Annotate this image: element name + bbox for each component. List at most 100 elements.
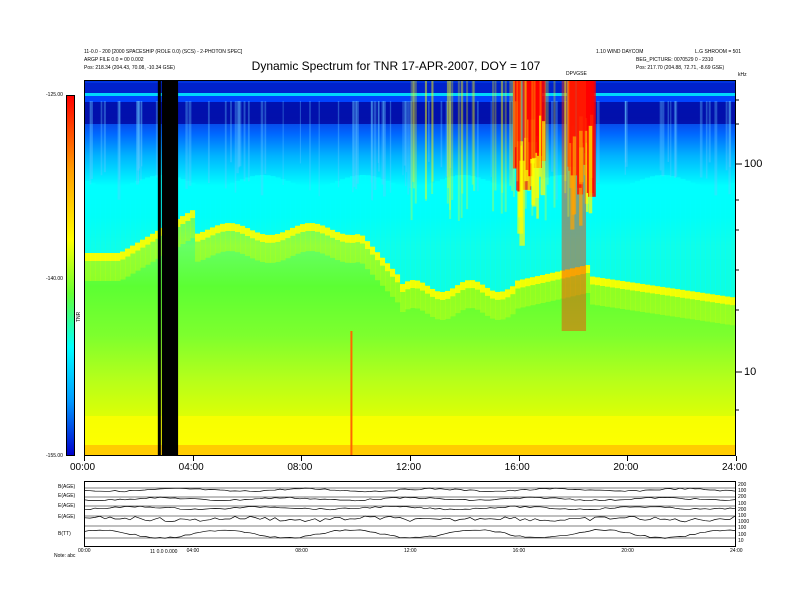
band-fade-col <box>600 286 606 307</box>
streak <box>373 101 377 190</box>
band-edge-col <box>460 282 466 291</box>
x-tick-mark-3 <box>410 456 411 461</box>
streak <box>138 101 141 169</box>
cyan-band-col <box>260 175 266 235</box>
burst-column <box>561 81 587 331</box>
streak <box>136 101 140 171</box>
sparkle <box>412 81 415 189</box>
cyan-band-col <box>300 185 306 225</box>
cyan-band-col <box>690 182 696 292</box>
cyan-band-col <box>220 185 226 224</box>
band-fade-col <box>115 261 121 281</box>
sparkle <box>449 81 452 219</box>
streak <box>509 101 511 170</box>
band-edge-col <box>465 280 471 289</box>
streak <box>260 101 264 196</box>
cyan-band-col <box>365 175 371 242</box>
band-edge-col <box>180 216 186 225</box>
footer-left: Note: abc <box>54 553 76 559</box>
band-edge-col <box>110 253 116 261</box>
cyan-band-col <box>580 178 586 267</box>
cyan-band-col <box>540 179 546 275</box>
cyan-band-col <box>595 184 601 278</box>
cyan-band-col <box>440 179 446 292</box>
burst-yellow <box>579 130 583 185</box>
cyan-band-col <box>730 183 735 298</box>
top-stripe-1 <box>85 83 735 93</box>
cyan-band-col <box>460 175 466 283</box>
band-fade-col <box>480 292 486 313</box>
band-edge-col <box>200 231 206 240</box>
streak <box>352 101 354 193</box>
band-fade-col <box>635 291 641 312</box>
streak <box>674 101 678 177</box>
cyan-band-col <box>615 186 621 281</box>
band-fade-col <box>340 241 346 262</box>
streak <box>564 101 566 200</box>
band-edge-col <box>310 223 316 232</box>
band-fade-col <box>105 261 111 281</box>
sparkle <box>524 81 527 182</box>
band-edge-col <box>385 263 391 272</box>
cyan-band-col <box>395 184 401 275</box>
panel-trace-3 <box>85 515 735 523</box>
band-fade-col <box>695 300 701 321</box>
cyan-band-col <box>230 182 236 224</box>
band-fade-col <box>225 231 231 252</box>
cyan-band-col <box>315 186 321 224</box>
streak <box>238 101 242 167</box>
header-left-line-1: 11-0.0 - 200 [2000 SPACESHIP (ROLE 0.0) … <box>84 49 243 55</box>
band-fade-col <box>240 233 246 254</box>
sparkle <box>449 81 452 210</box>
sparkle <box>431 81 434 182</box>
streak <box>699 101 703 178</box>
band-fade-col <box>140 247 146 268</box>
cyan-band-col <box>190 182 196 211</box>
cyan-band-col <box>240 179 246 226</box>
band-edge-col <box>700 292 706 301</box>
band-edge-col <box>680 289 686 298</box>
band-edge-col <box>405 281 411 290</box>
band-fade-col <box>605 286 611 307</box>
band-fade-col <box>150 241 156 262</box>
band-fade-col <box>330 237 336 258</box>
burst-red <box>570 81 579 176</box>
streak <box>370 101 373 183</box>
band-fade-col <box>615 288 621 309</box>
band-edge-col <box>285 230 291 239</box>
band-fade-col <box>380 265 386 286</box>
streak <box>381 101 385 185</box>
band-edge-col <box>420 282 426 291</box>
band-fade-col <box>720 303 726 324</box>
band-fade-col <box>90 261 96 281</box>
band-fade-col <box>145 244 151 265</box>
band-edge-col <box>245 228 251 237</box>
band-edge-col <box>535 276 541 285</box>
burst-red <box>525 81 530 170</box>
band-fade-col <box>465 288 471 309</box>
sparkle <box>516 81 519 182</box>
cyan-band-col <box>545 177 551 274</box>
streak <box>282 101 284 186</box>
streak <box>624 101 628 167</box>
panel-rtick-3: 100 <box>738 500 747 507</box>
band-fade-col <box>620 289 626 310</box>
panel-x-tick-0: 00:00 <box>78 548 91 554</box>
band-fade-col <box>470 288 476 309</box>
band-fade-col <box>545 281 551 302</box>
band-fade-col <box>345 242 351 263</box>
spike <box>350 331 353 455</box>
band-edge-col <box>580 266 586 275</box>
burst-red <box>529 81 536 159</box>
streak <box>403 101 406 166</box>
band-fade-col <box>95 261 101 281</box>
panel-trace-4 <box>85 529 735 539</box>
burst-yellow <box>584 130 589 204</box>
cyan-band-col <box>125 184 131 249</box>
cyan-band-col <box>670 176 676 289</box>
panel-label-0: B(AGE) <box>58 484 76 490</box>
streak <box>667 101 670 162</box>
cyan-band-col <box>225 184 231 224</box>
band-fade-col <box>245 236 251 257</box>
band-edge-col <box>150 233 156 242</box>
